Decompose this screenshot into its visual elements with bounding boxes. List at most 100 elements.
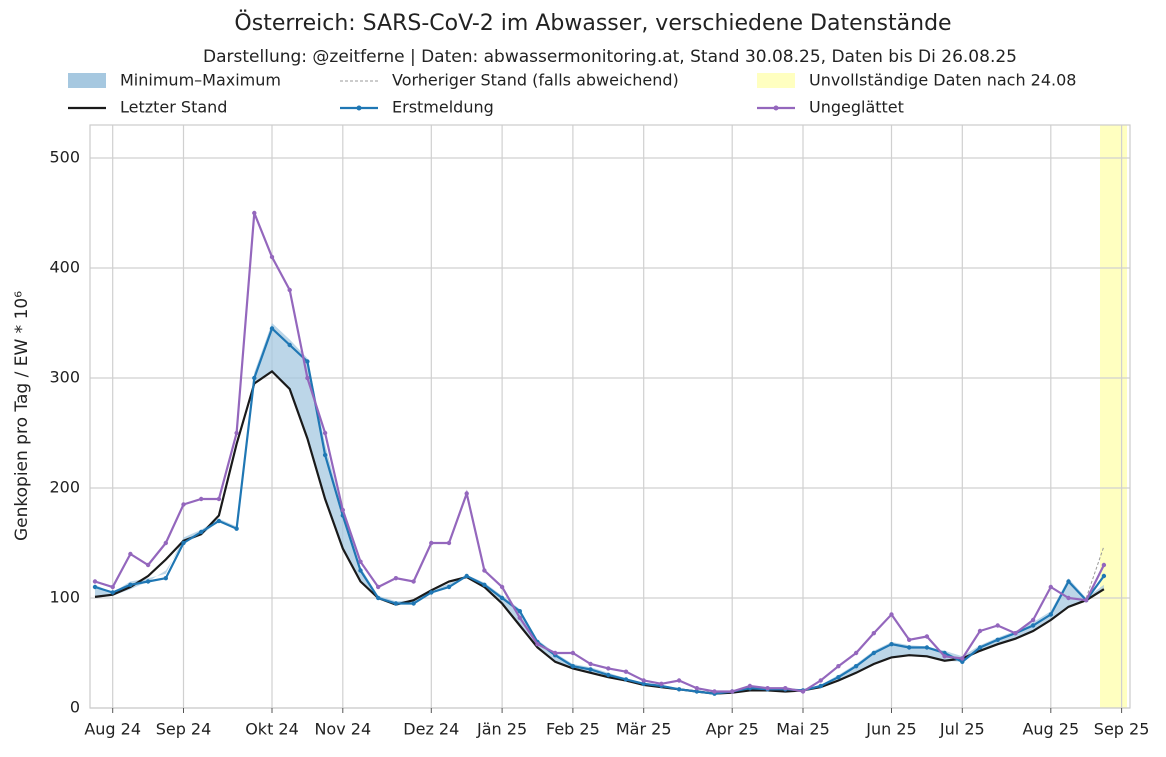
series-point — [889, 612, 894, 617]
series-point — [322, 430, 328, 436]
series-point — [783, 686, 788, 691]
series-point — [641, 678, 646, 683]
series-point — [411, 579, 416, 584]
series-point — [836, 675, 841, 680]
series-point — [800, 689, 806, 694]
series-point — [570, 664, 576, 669]
series-point — [942, 654, 947, 659]
legend-label: Minimum–Maximum — [120, 71, 281, 90]
series-point — [747, 683, 753, 689]
legend-label: Erstmeldung — [392, 98, 494, 117]
series-point — [305, 359, 310, 364]
y-tick-label: 0 — [70, 698, 80, 717]
series-point — [553, 650, 558, 656]
series-point — [110, 590, 115, 595]
series-point — [606, 672, 611, 678]
legend-label: Vorheriger Stand (falls abweichend) — [392, 71, 679, 90]
series-point — [305, 375, 310, 381]
series-point — [393, 576, 399, 581]
series-point — [818, 678, 823, 683]
series-point — [871, 650, 876, 656]
series-point — [287, 342, 292, 348]
y-tick-label: 300 — [49, 368, 80, 387]
legend-marker — [356, 105, 362, 111]
y-axis-label: Genkopien pro Tag / EW * 10⁶ — [12, 291, 32, 541]
series-point — [924, 634, 930, 639]
x-tick-label: Apr 25 — [706, 720, 759, 739]
series-point — [446, 584, 452, 590]
series-point — [411, 601, 416, 606]
series-point — [499, 584, 505, 590]
series-point — [1048, 584, 1054, 590]
series-point — [535, 642, 540, 647]
series-point — [765, 686, 770, 691]
x-tick-label: Okt 24 — [245, 720, 299, 739]
series-point — [818, 683, 823, 689]
series-point — [145, 562, 151, 568]
series-point — [163, 576, 168, 581]
series-point — [358, 559, 363, 564]
series-point — [836, 664, 841, 669]
series-point — [712, 689, 717, 694]
x-tick-label: Dez 24 — [403, 720, 459, 739]
series-point — [641, 681, 646, 686]
min-max-band — [95, 323, 1104, 694]
chart-title: Österreich: SARS-CoV-2 im Abwasser, vers… — [234, 10, 951, 36]
x-tick-label: Sep 24 — [156, 720, 212, 739]
legend-label: Ungeglättet — [809, 98, 904, 117]
series-point — [659, 681, 664, 686]
highlight-span — [1100, 125, 1127, 708]
x-tick-label: Nov 24 — [314, 720, 371, 739]
series-point — [1048, 612, 1054, 617]
x-tick-label: Jun 25 — [865, 720, 916, 739]
y-tick-label: 400 — [49, 258, 80, 277]
series-point — [1030, 617, 1036, 623]
series-point — [694, 689, 699, 694]
x-tick-label: Sep 25 — [1094, 720, 1150, 739]
series-point — [110, 584, 115, 590]
series-point — [376, 584, 381, 590]
series-point — [216, 496, 222, 502]
series-point — [853, 650, 859, 656]
series-point — [570, 650, 576, 656]
chart-subtitle: Darstellung: @zeitferne | Daten: abwasse… — [203, 47, 1017, 67]
x-tick-label: Aug 25 — [1022, 720, 1079, 739]
series-point — [960, 656, 965, 661]
series-point — [358, 568, 363, 573]
series-point — [871, 631, 876, 636]
series-point — [499, 595, 505, 601]
series-point — [145, 579, 151, 584]
series-point — [128, 582, 133, 587]
series-line — [94, 369, 1105, 695]
legend-marker — [773, 105, 779, 111]
series-point — [376, 595, 381, 601]
series-point — [676, 687, 682, 692]
series-point — [269, 254, 275, 260]
legend-swatch — [68, 73, 106, 88]
series-point — [340, 507, 345, 513]
series-point — [199, 496, 204, 502]
series-point — [429, 590, 434, 595]
series-point — [1013, 631, 1018, 636]
series-point — [1101, 562, 1107, 568]
series-point — [977, 645, 983, 650]
series-point — [623, 677, 629, 682]
series-point — [252, 210, 257, 216]
series-point — [907, 637, 912, 642]
series-point — [588, 661, 593, 667]
x-tick-label: Jän 25 — [476, 720, 527, 739]
series-point — [181, 540, 186, 546]
series-point — [393, 601, 399, 606]
series-point — [163, 540, 168, 546]
series-point — [588, 667, 593, 672]
series-point — [676, 678, 682, 683]
series-point — [960, 659, 965, 664]
series-point — [1066, 579, 1071, 584]
series-point — [623, 669, 629, 674]
series-point — [995, 637, 1000, 642]
series-point — [517, 615, 522, 620]
series-point — [252, 375, 257, 381]
series-point — [853, 664, 859, 669]
legend-label: Unvollständige Daten nach 24.08 — [809, 71, 1076, 90]
